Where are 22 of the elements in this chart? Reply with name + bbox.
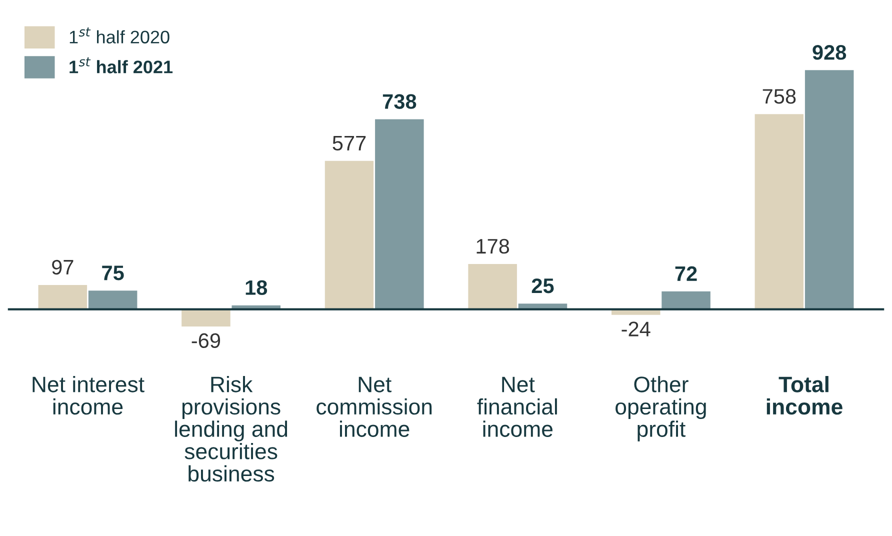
data-label: 738	[382, 94, 416, 109]
data-label: 928	[812, 45, 846, 60]
x-tick-label: Other operating profit	[616, 376, 706, 442]
x-tick-label: Net financial income	[477, 376, 557, 437]
legend-label: 1$^{st}$ half 2021	[70, 57, 173, 74]
x-tick-label: Net interest income	[32, 376, 144, 415]
legend-label: 1$^{st}$ half 2020	[70, 28, 170, 44]
x-tick-label: Total income	[766, 376, 842, 415]
data-label: 75	[102, 266, 124, 280]
data-label: 18	[246, 280, 268, 296]
data-label: 25	[532, 278, 554, 294]
data-label: 97	[52, 260, 74, 275]
x-tick-label: Net commission income	[316, 376, 432, 437]
bar	[180, 308, 232, 328]
x-tick-label: Risk provisions lending and securities business	[175, 376, 288, 482]
data-label: 72	[675, 266, 697, 281]
bar	[660, 290, 712, 310]
data-label: -69	[192, 333, 220, 348]
data-label: 178	[476, 238, 510, 254]
data-label: 577	[332, 136, 366, 151]
data-label: 758	[762, 88, 796, 104]
data-label: -24	[622, 322, 650, 336]
